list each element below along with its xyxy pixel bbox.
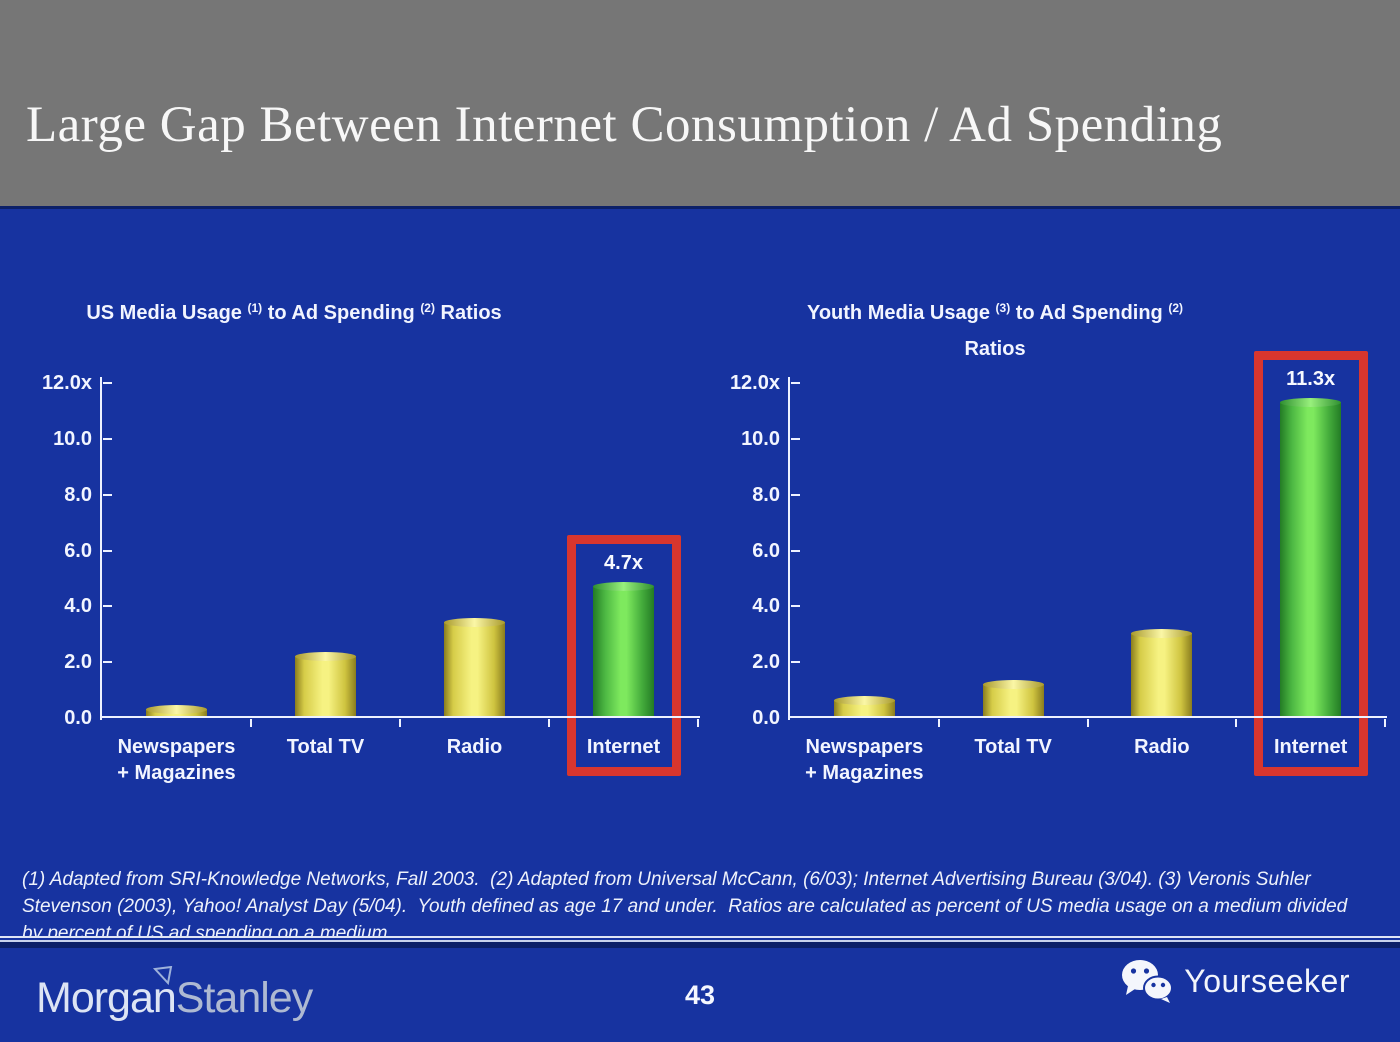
y-axis-tick-label: 10.0 — [53, 427, 92, 450]
y-axis-tick-label: 0.0 — [752, 707, 780, 729]
y-axis-tick — [791, 437, 800, 440]
highlight-box — [1253, 350, 1368, 776]
bar-newspapers — [833, 696, 895, 717]
bar-value-label: 11.3x — [1286, 367, 1336, 390]
left-chart-title-text: US Media Usage — [86, 302, 242, 324]
morgan-stanley-logo-morgan: Morgan — [36, 974, 177, 1022]
page-number: 43 — [684, 980, 716, 1010]
category-label: Newspapers + Magazines — [117, 736, 236, 784]
y-axis-line — [100, 377, 102, 720]
y-axis-tick — [791, 605, 800, 608]
y-axis-tick-label: 6.0 — [752, 539, 780, 562]
y-axis-tick-label: 4.0 — [64, 595, 92, 618]
right-chart-title-line2: Ratios — [964, 338, 1026, 360]
x-axis-tick — [399, 719, 401, 727]
bar-internet — [593, 581, 654, 717]
footnote-ref-icon: (1) — [247, 301, 263, 315]
morgan-stanley-logo: MorganStanley — [36, 966, 313, 1026]
y-axis-tick-label: 10.0 — [741, 427, 780, 450]
bar-newspapers — [146, 704, 207, 717]
youth-media-usage-chart: 0.0 2.0 4.0 6.0 8.0 10.0 12.0x Newspapers + Mag… — [730, 350, 1387, 784]
x-axis-tick — [697, 719, 699, 727]
y-axis-tick-label: 4.0 — [752, 595, 780, 618]
bar-internet — [1280, 397, 1342, 717]
highlight-box — [566, 534, 681, 776]
bar-radio — [444, 618, 505, 717]
category-label: Radio — [1134, 736, 1190, 758]
morgan-stanley-triangle-icon — [152, 966, 173, 986]
slide-title: Large Gap Between Internet Consumption /… — [26, 97, 1223, 153]
x-axis-tick — [1086, 719, 1089, 727]
x-axis-tick — [1235, 719, 1238, 727]
y-axis-tick — [791, 549, 800, 552]
x-axis-tick — [548, 719, 550, 727]
wechat-icon — [1122, 960, 1174, 1003]
x-axis-tick — [250, 719, 252, 727]
footnote-ref-icon: (3) — [995, 301, 1011, 315]
y-axis-tick-label: 8.0 — [752, 483, 780, 506]
footnote: (1) Adapted from SRI-Knowledge Networks,… — [22, 869, 1348, 944]
y-axis-tick-label: 8.0 — [64, 483, 92, 506]
y-axis-tick — [791, 493, 800, 496]
y-axis-tick-label: 6.0 — [64, 539, 92, 562]
bar-value-label: 4.7x — [604, 551, 643, 574]
category-label: Radio — [446, 736, 503, 758]
y-axis-tick — [103, 382, 112, 384]
bar-total tv — [295, 651, 356, 717]
y-axis-tick-label: 12.0x — [41, 372, 92, 394]
y-axis-tick — [103, 661, 112, 664]
x-axis-line — [100, 716, 700, 718]
header-band: Large Gap Between Internet Consumption /… — [0, 0, 1400, 209]
right-chart-title-text: Youth Media Usage — [806, 302, 990, 324]
separator-rule — [0, 936, 1400, 948]
x-axis-line — [788, 716, 1387, 718]
right-chart-title: Youth Media Usage (3) to Ad Spending (2)… — [755, 290, 1235, 367]
y-axis-tick — [103, 493, 112, 496]
y-axis-tick-label: 12.0x — [729, 372, 780, 394]
morgan-stanley-logo-stanley: Stanley — [175, 974, 313, 1022]
x-axis-tick — [1384, 719, 1386, 727]
category-label: Internet — [586, 736, 661, 758]
y-axis-tick — [791, 661, 800, 664]
x-axis-tick — [937, 719, 940, 727]
footnote-ref-icon: (2) — [420, 301, 435, 315]
us-media-usage-chart: 0.0 2.0 4.0 6.0 8.0 10.0 12.0x Newspapers + Mag… — [42, 372, 700, 784]
bar-radio — [1131, 629, 1193, 717]
y-axis-tick-label: 0.0 — [64, 707, 92, 729]
y-axis-tick-label: 2.0 — [752, 651, 780, 674]
category-label: Total TV — [974, 736, 1052, 758]
yourseeker-brand-name: Yourseeker — [1184, 962, 1350, 999]
y-axis-tick — [103, 549, 112, 552]
y-axis-line — [788, 377, 790, 720]
y-axis-tick — [103, 605, 112, 608]
bar-total tv — [982, 679, 1044, 717]
y-axis-tick — [791, 382, 800, 384]
yourseeker-brand: Yourseeker — [1120, 958, 1350, 1004]
category-label: Total TV — [286, 736, 365, 758]
footnote-ref-icon: (2) — [1168, 301, 1184, 315]
category-label: Internet — [1273, 736, 1348, 758]
left-chart-title: US Media Usage (1) to Ad Spending (2) Ra… — [86, 301, 502, 324]
y-axis-tick — [103, 437, 112, 440]
y-axis-tick-label: 2.0 — [64, 651, 92, 674]
category-label: Newspapers + Magazines — [805, 736, 924, 784]
